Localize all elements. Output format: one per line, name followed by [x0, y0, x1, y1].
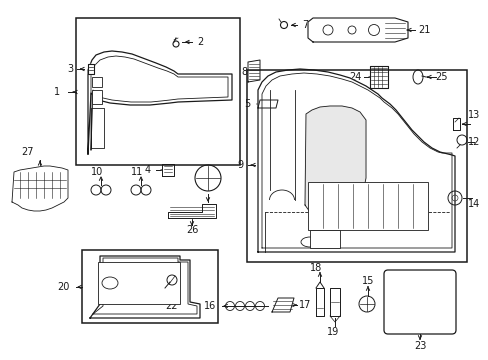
Polygon shape — [258, 100, 278, 108]
Text: 25: 25 — [434, 72, 447, 82]
Polygon shape — [307, 18, 407, 42]
Text: 13: 13 — [467, 110, 479, 120]
Polygon shape — [329, 288, 339, 316]
Text: 27: 27 — [21, 147, 34, 157]
Text: 8: 8 — [241, 67, 246, 77]
Polygon shape — [247, 60, 260, 82]
Text: 16: 16 — [203, 301, 216, 311]
Polygon shape — [88, 64, 94, 74]
Polygon shape — [258, 69, 454, 252]
Text: 6: 6 — [204, 204, 211, 214]
Text: 26: 26 — [185, 225, 198, 235]
Text: 22: 22 — [165, 301, 178, 311]
Text: 5: 5 — [244, 99, 250, 109]
Text: 18: 18 — [309, 263, 322, 273]
Text: 24: 24 — [348, 72, 361, 82]
Polygon shape — [369, 66, 387, 88]
Text: 9: 9 — [237, 160, 243, 170]
Text: 21: 21 — [417, 25, 429, 35]
Bar — [309, 230, 339, 248]
Text: 4: 4 — [144, 165, 151, 175]
Text: 10: 10 — [91, 167, 103, 177]
Polygon shape — [162, 164, 174, 176]
Bar — [98, 262, 180, 304]
Text: 20: 20 — [57, 282, 69, 292]
Text: 12: 12 — [467, 137, 479, 147]
Bar — [82, 250, 218, 323]
Text: 23: 23 — [413, 341, 426, 351]
Polygon shape — [12, 166, 68, 211]
Text: 11: 11 — [131, 167, 143, 177]
Polygon shape — [305, 106, 365, 217]
Bar — [92, 90, 102, 104]
Polygon shape — [452, 118, 459, 130]
Bar — [76, 18, 240, 165]
Polygon shape — [315, 288, 324, 316]
Text: 3: 3 — [67, 64, 73, 74]
Polygon shape — [271, 298, 293, 312]
Text: 19: 19 — [326, 327, 339, 337]
Text: 7: 7 — [301, 20, 307, 30]
Text: 2: 2 — [197, 37, 203, 47]
Text: 15: 15 — [361, 276, 373, 286]
Bar — [92, 77, 102, 87]
Bar — [307, 182, 427, 230]
Text: 17: 17 — [298, 300, 310, 310]
Text: 14: 14 — [467, 199, 479, 209]
Polygon shape — [168, 204, 216, 218]
Polygon shape — [88, 51, 231, 154]
Polygon shape — [90, 256, 200, 318]
Bar — [246, 70, 466, 262]
Text: 1: 1 — [54, 87, 60, 97]
FancyBboxPatch shape — [383, 270, 455, 334]
